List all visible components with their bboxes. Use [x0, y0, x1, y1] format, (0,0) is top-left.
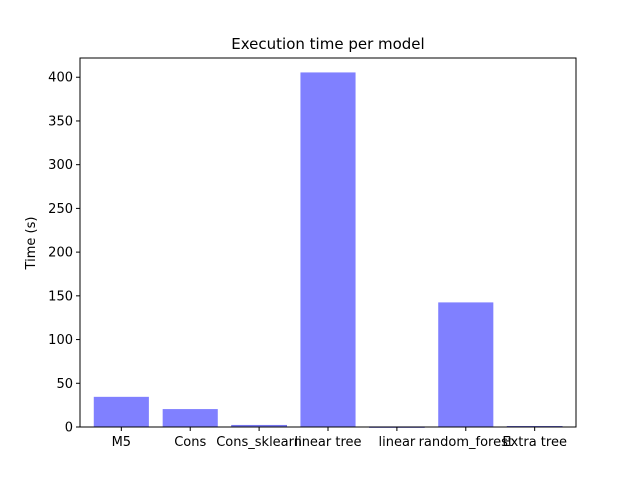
y-tick-label: 0	[65, 421, 73, 436]
y-tick-label: 50	[56, 377, 73, 392]
y-axis-label: Time (s)	[24, 217, 39, 271]
y-tick-label: 100	[48, 333, 73, 348]
y-ticks-group: 0 50 100 150 200 250 300 350 400	[48, 71, 80, 436]
x-tick-label: M5	[112, 435, 132, 450]
bar-cons	[162, 409, 218, 427]
x-tick-label: Extra tree	[502, 435, 567, 450]
bars-group	[93, 72, 563, 428]
x-tick-label: linear	[378, 435, 415, 450]
chart-title: Execution time per model	[231, 35, 424, 53]
bar-random-forest	[438, 302, 494, 427]
y-tick-label: 300	[48, 158, 73, 173]
bar-linear-tree	[300, 72, 356, 427]
x-tick-label: linear tree	[294, 435, 361, 450]
plot-frame	[79, 57, 577, 428]
x-tick-label: Cons_sklearn	[216, 435, 302, 450]
x-tick-label: Cons	[174, 435, 206, 450]
y-tick-label: 400	[48, 71, 73, 86]
bar-m5	[93, 396, 149, 427]
y-tick-label: 250	[48, 202, 73, 217]
x-tick-label: random_forest	[419, 435, 513, 450]
y-tick-label: 150	[48, 289, 73, 304]
y-tick-label: 200	[48, 246, 73, 261]
y-tick-label: 350	[48, 114, 73, 129]
